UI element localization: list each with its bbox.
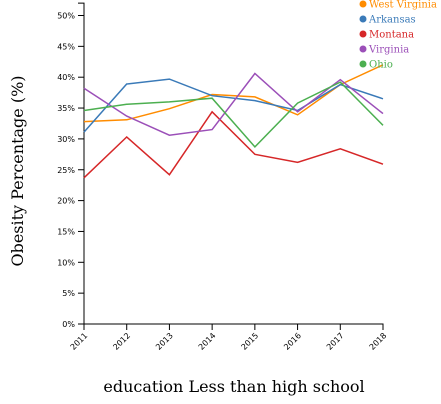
legend-label: Virginia <box>368 45 409 56</box>
y-tick-label: 50% <box>57 12 75 21</box>
x-tick-label: 2016 <box>282 331 303 352</box>
y-axis: 0% 5% 10% 15% 20% 25% 30% 35% 40% 45% 50% <box>57 3 84 329</box>
y-tick-label: 40% <box>57 73 75 82</box>
x-tick-label: 2017 <box>325 331 346 352</box>
legend-marker <box>360 61 367 68</box>
legend-marker <box>360 16 367 23</box>
x-tick-label: 2014 <box>197 331 218 352</box>
y-axis-line <box>78 3 84 324</box>
x-tick-label: 2018 <box>368 331 389 352</box>
y-tick-label: 10% <box>57 258 75 267</box>
legend-marker <box>360 46 367 53</box>
y-tick-label: 30% <box>57 135 75 144</box>
legend-label: West Virginia <box>369 0 437 11</box>
legend-marker <box>360 1 367 8</box>
y-tick-label: 35% <box>57 104 75 113</box>
legend-label: Montana <box>369 30 414 41</box>
series-line-arkansas <box>84 79 383 132</box>
x-axis-title: education Less than high school <box>103 377 364 396</box>
x-tick-label: 2013 <box>154 331 175 352</box>
x-axis: 2011 2012 2013 2014 2015 2016 2017 2018 <box>69 324 389 352</box>
legend: West Virginia Arkansas Montana Virginia Ohio <box>360 0 437 71</box>
series-line-ohio <box>84 82 383 147</box>
x-axis-line <box>84 324 383 330</box>
y-tick-label: 25% <box>57 166 75 175</box>
y-tick-label: 20% <box>57 197 75 206</box>
y-tick-label: 0% <box>62 320 75 329</box>
x-tick-label: 2011 <box>69 331 90 352</box>
series-layer <box>84 65 383 178</box>
legend-label: Arkansas <box>368 15 416 26</box>
legend-label: Ohio <box>369 60 393 71</box>
x-tick-label: 2012 <box>111 331 132 352</box>
legend-marker <box>360 31 367 38</box>
y-axis-title: Obesity Percentage (%) <box>8 75 27 266</box>
y-tick-label: 45% <box>57 42 75 51</box>
y-tick-label: 5% <box>62 289 75 298</box>
series-line-west-virginia <box>84 65 383 122</box>
y-tick-label: 15% <box>57 227 75 236</box>
x-tick-label: 2015 <box>240 331 261 352</box>
